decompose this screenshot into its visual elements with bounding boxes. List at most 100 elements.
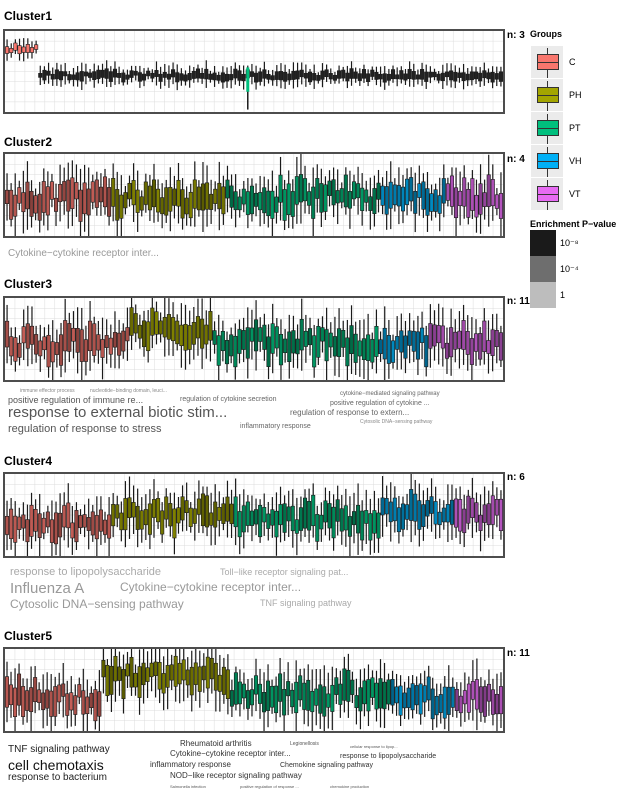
enrichment-term: Salmonella infection: [170, 784, 206, 789]
box-PT: [249, 510, 254, 526]
box-C: [278, 71, 284, 81]
box-C: [102, 176, 108, 208]
box-PT: [245, 501, 250, 526]
box-C: [345, 72, 350, 82]
box-C: [46, 70, 51, 76]
box-C: [5, 676, 9, 708]
box-VH: [396, 507, 401, 533]
box-C: [63, 320, 68, 352]
box-C: [61, 683, 66, 697]
box-PH: [172, 188, 177, 206]
box-PH: [141, 662, 146, 686]
box-C: [65, 693, 70, 716]
box-PT: [249, 185, 254, 215]
box-PT: [372, 188, 377, 214]
box-PH: [184, 500, 189, 514]
box-VT: [486, 340, 491, 354]
box-PH: [145, 667, 150, 682]
legend-box: [537, 120, 559, 136]
legend-key-VT: [530, 177, 564, 211]
box-VH: [430, 688, 435, 720]
box-C: [465, 73, 470, 81]
box-VH: [409, 489, 414, 521]
box-PT: [354, 695, 359, 709]
box-PT: [332, 336, 337, 357]
box-VT: [454, 498, 459, 528]
box-PH: [115, 189, 120, 221]
box-PT: [322, 686, 327, 717]
box-PT: [347, 191, 352, 209]
box-C: [58, 71, 64, 81]
box-PH: [166, 314, 171, 340]
box-PH: [176, 179, 181, 207]
box-PT: [295, 338, 300, 355]
box-PT: [262, 187, 267, 214]
box-VT: [490, 179, 495, 207]
box-PH: [147, 503, 152, 535]
box-VT: [454, 688, 459, 711]
box-C: [490, 71, 495, 83]
box-C: [34, 44, 39, 50]
box-C: [117, 72, 122, 78]
box-PT: [283, 338, 288, 354]
box-C: [320, 70, 325, 80]
box-PH: [201, 665, 206, 681]
box-PT: [274, 685, 279, 714]
legend-label-C: C: [569, 57, 576, 67]
enrichment-term: Rheumatoid arthritis: [180, 739, 252, 748]
box-PH: [188, 191, 193, 219]
box-PT: [327, 180, 332, 196]
box-PT: [278, 504, 283, 525]
box-PH: [127, 497, 132, 519]
box-C: [195, 68, 201, 79]
enrichment-term: Cytokine−cytokine receptor inter...: [8, 248, 159, 259]
box-PT: [299, 318, 304, 351]
box-C: [9, 189, 14, 220]
box-PH: [131, 180, 136, 206]
box-PT: [312, 335, 317, 368]
box-PT: [241, 505, 246, 533]
box-C: [90, 181, 95, 203]
box-C: [183, 74, 188, 82]
box-C: [158, 73, 163, 82]
box-VT: [432, 324, 437, 347]
box-C: [428, 71, 433, 78]
box-PT: [335, 190, 340, 204]
box-VH: [434, 695, 439, 716]
box-VT: [440, 325, 445, 349]
box-VT: [466, 188, 471, 218]
box-C: [5, 46, 10, 54]
box-C: [77, 684, 82, 698]
box-C: [241, 73, 246, 82]
cluster3-boxplot-panel: [3, 296, 505, 382]
enrichment-term: inflammatory response: [240, 423, 311, 430]
enrichment-term: Toll−like receptor signaling pat...: [220, 567, 349, 577]
box-C: [17, 516, 22, 530]
enrichment-swatch: [530, 282, 556, 308]
box-C: [58, 512, 63, 538]
box-C: [54, 342, 59, 355]
box-PH: [129, 307, 134, 336]
box-PT: [368, 196, 373, 211]
box-C: [67, 74, 72, 81]
box-C: [21, 46, 26, 53]
box-C: [13, 337, 18, 362]
box-PH: [123, 498, 128, 531]
box-PH: [208, 311, 213, 341]
box-PH: [151, 179, 157, 208]
box-VH: [398, 685, 403, 716]
box-VT: [490, 329, 495, 356]
box-C: [98, 509, 103, 532]
box-PT: [294, 176, 299, 205]
legend-label-PT: PT: [569, 123, 581, 133]
box-PT: [233, 496, 238, 528]
box-C: [70, 522, 75, 539]
box-C: [100, 339, 105, 358]
box-C: [5, 320, 10, 348]
box-C: [33, 677, 38, 703]
enrichment-term: inflammatory response: [150, 760, 231, 769]
box-C: [291, 70, 296, 80]
enrichment-term: cell chemotaxis: [8, 757, 104, 773]
box-C: [49, 181, 54, 200]
box-PH: [188, 507, 193, 527]
